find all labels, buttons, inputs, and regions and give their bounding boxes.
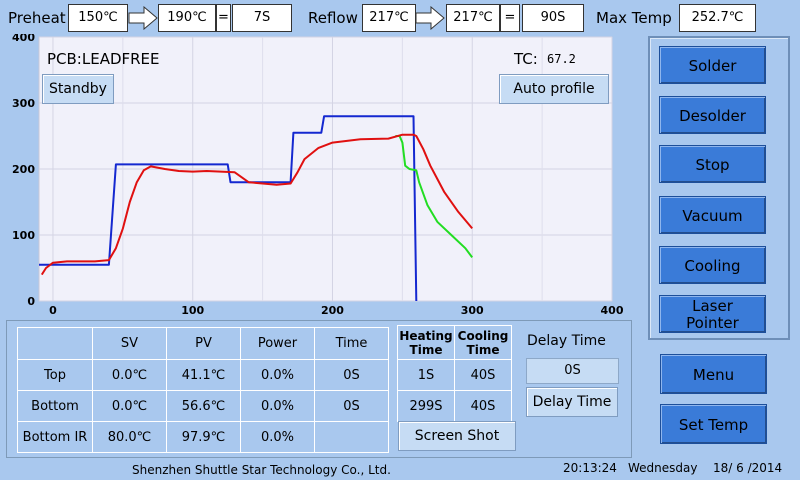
bottom-time: 0S: [314, 390, 389, 422]
max-temp-label: Max Temp: [596, 9, 672, 27]
clock-day: Wednesday: [628, 461, 698, 475]
stop-button[interactable]: Stop: [659, 145, 766, 183]
pcb-label: PCB:LEADFREE: [47, 50, 160, 68]
auto-profile-button[interactable]: Auto profile: [499, 74, 609, 104]
series-line-2: [40, 133, 473, 276]
cooling-header-line2: Time: [466, 342, 500, 357]
column-header-power: Power: [240, 327, 315, 360]
preheat-end-field[interactable]: 190℃: [158, 4, 216, 32]
bottom-ir-time: [314, 421, 389, 453]
clock-time: 20:13:24: [563, 461, 617, 475]
preheat-label: Preheat: [8, 9, 66, 27]
table-row: Bottom IR 80.0℃ 97.9℃ 0.0%: [17, 421, 389, 453]
delay-time-title: Delay Time: [527, 333, 606, 349]
bottom-cooling-time: 40S: [454, 390, 512, 422]
reflow-start-field[interactable]: 217℃: [362, 4, 416, 32]
row-header-bottom: Bottom: [17, 390, 93, 422]
delay-time-value[interactable]: 0S: [526, 358, 619, 384]
column-header-time: Time: [314, 327, 389, 360]
table-corner: [17, 327, 93, 360]
y-tick-label: 400: [12, 34, 35, 44]
y-tick-label: 300: [12, 97, 35, 110]
bottom-power: 0.0%: [240, 390, 315, 422]
y-tick-label: 0: [27, 295, 35, 308]
arrow-right-icon: [128, 6, 158, 30]
desolder-button[interactable]: Desolder: [659, 96, 766, 134]
bottom-sv: 0.0℃: [92, 390, 167, 422]
heating-cooling-table: Heating Time Cooling Time 1S 40S 299S 40…: [397, 325, 512, 422]
top-cooling-time: 40S: [454, 359, 512, 391]
delay-time-button[interactable]: Delay Time: [526, 387, 618, 417]
company-name: Shenzhen Shuttle Star Technology Co., Lt…: [132, 463, 391, 477]
heating-header-line1: Heating: [399, 328, 453, 343]
heating-time-header: Heating Time: [397, 325, 455, 360]
menu-button[interactable]: Menu: [660, 354, 767, 394]
x-tick-label: 0: [49, 304, 57, 317]
equals-sign: =: [500, 4, 520, 32]
cooling-time-header: Cooling Time: [454, 325, 512, 360]
max-temp-value: 252.7℃: [679, 4, 756, 32]
set-temp-button[interactable]: Set Temp: [660, 404, 767, 444]
cooling-button[interactable]: Cooling: [659, 246, 766, 284]
preheat-time-field[interactable]: 7S: [232, 4, 292, 32]
reflow-label: Reflow: [308, 9, 358, 27]
table-row: 1S 40S: [397, 359, 512, 391]
solder-button[interactable]: Solder: [659, 46, 766, 84]
top-sv: 0.0℃: [92, 359, 167, 391]
reflow-end-field[interactable]: 217℃: [446, 4, 500, 32]
temperature-chart: 0 100 200 300 400 0 100 200 300 400 PCB:LEADFREE …: [0, 34, 626, 318]
preheat-start-field[interactable]: 150℃: [68, 4, 128, 32]
x-tick-label: 400: [601, 304, 624, 317]
screen-shot-button[interactable]: Screen Shot: [398, 421, 516, 451]
column-header-sv: SV: [92, 327, 167, 360]
top-power: 0.0%: [240, 359, 315, 391]
bottom-ir-pv: 97.9℃: [166, 421, 241, 453]
x-tick-label: 300: [461, 304, 484, 317]
table-row: 299S 40S: [397, 390, 512, 422]
column-header-pv: PV: [166, 327, 241, 360]
row-header-top: Top: [17, 359, 93, 391]
control-button-panel: Solder Desolder Stop Vacuum Cooling Lase…: [648, 36, 790, 340]
row-header-bottom-ir: Bottom IR: [17, 421, 93, 453]
x-tick-label: 200: [321, 304, 344, 317]
laser-pointer-label-line2: Pointer: [686, 314, 739, 332]
bottom-pv: 56.6℃: [166, 390, 241, 422]
laser-pointer-label-line1: Laser: [692, 297, 733, 315]
table-row: Bottom 0.0℃ 56.6℃ 0.0% 0S: [17, 390, 389, 422]
bottom-heating-time: 299S: [397, 390, 455, 422]
bottom-ir-power: 0.0%: [240, 421, 315, 453]
status-footer: Shenzhen Shuttle Star Technology Co., Lt…: [0, 458, 800, 480]
reflow-time-field[interactable]: 90S: [522, 4, 584, 32]
tc-label: TC:: [514, 50, 538, 68]
vacuum-button[interactable]: Vacuum: [659, 196, 766, 234]
cooling-header-line1: Cooling: [457, 328, 509, 343]
tc-value: 67.2: [547, 52, 576, 66]
top-pv: 41.1℃: [166, 359, 241, 391]
heating-header-line2: Time: [409, 342, 443, 357]
x-tick-label: 100: [181, 304, 204, 317]
series-line-1: [395, 135, 473, 258]
y-tick-label: 100: [12, 229, 35, 242]
bottom-ir-sv: 80.0℃: [92, 421, 167, 453]
clock-date: 18/ 6 /2014: [713, 461, 783, 475]
top-time: 0S: [314, 359, 389, 391]
y-tick-label: 200: [12, 163, 35, 176]
standby-button[interactable]: Standby: [42, 74, 114, 104]
status-table: SV PV Power Time Top 0.0℃ 41.1℃ 0.0% 0S …: [17, 327, 389, 453]
equals-sign: =: [216, 4, 231, 32]
laser-pointer-button[interactable]: Laser Pointer: [659, 295, 766, 333]
table-row: Top 0.0℃ 41.1℃ 0.0% 0S: [17, 359, 389, 391]
status-table-panel: SV PV Power Time Top 0.0℃ 41.1℃ 0.0% 0S …: [6, 320, 632, 458]
arrow-right-icon: [415, 6, 445, 30]
top-heating-time: 1S: [397, 359, 455, 391]
